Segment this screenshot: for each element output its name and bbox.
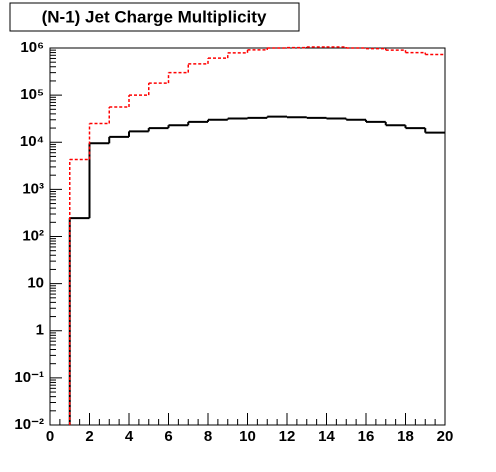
title-box [9, 2, 300, 32]
x-tick-label: 18 [397, 428, 414, 445]
y-tick-label: 10 [27, 275, 44, 292]
x-tick-label: 20 [437, 428, 454, 445]
y-tick-label: 10⁻² [14, 416, 44, 433]
y-tick-label: 10² [22, 227, 44, 244]
x-tick-label: 10 [239, 428, 256, 445]
y-tick-label: 10⁴ [20, 133, 44, 150]
y-tick-label: 10³ [22, 180, 44, 197]
x-tick-label: 12 [279, 428, 296, 445]
x-tick-label: 14 [318, 428, 335, 445]
x-tick-label: 2 [85, 428, 93, 445]
y-tick-label: 10⁶ [20, 39, 44, 56]
y-tick-label: 10⁻¹ [14, 369, 44, 386]
x-tick-label: 4 [125, 428, 134, 445]
x-tick-label: 0 [46, 428, 54, 445]
y-tick-label: 1 [36, 322, 44, 339]
x-tick-label: 6 [164, 428, 172, 445]
chart-title: (N-1) Jet Charge Multiplicity [42, 7, 267, 26]
y-tick-label: 10⁵ [20, 86, 44, 103]
x-tick-label: 8 [204, 428, 212, 445]
x-tick-label: 16 [358, 428, 375, 445]
